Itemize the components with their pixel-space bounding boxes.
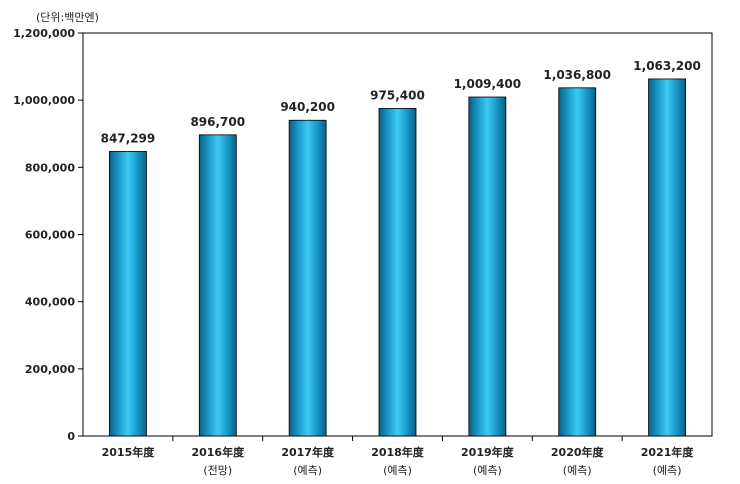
x-tick-label: 2016年度 — [191, 445, 245, 459]
x-tick-sublabel: (예측) — [653, 464, 682, 477]
bar — [109, 151, 147, 437]
bar — [558, 87, 597, 437]
y-tick-label: 0 — [67, 430, 75, 443]
data-label: 1,063,200 — [633, 59, 701, 73]
y-tick-label: 600,000 — [25, 229, 75, 242]
bar — [198, 134, 237, 437]
y-tick-label: 1,000,000 — [13, 94, 75, 107]
data-label: 1,009,400 — [454, 77, 522, 91]
x-tick-label: 2020年度 — [551, 445, 605, 459]
unit-label: (단위:백만엔) — [36, 11, 99, 24]
x-tick-sublabel: (예측) — [293, 464, 322, 477]
bar — [288, 119, 327, 437]
y-tick-label: 400,000 — [25, 296, 75, 309]
x-tick-label: 2019年度 — [461, 445, 515, 459]
y-tick-label: 200,000 — [25, 363, 75, 376]
y-tick-label: 800,000 — [25, 161, 75, 174]
x-tick-sublabel: (예측) — [383, 464, 412, 477]
x-tick-sublabel: (예측) — [473, 464, 502, 477]
bar — [468, 96, 507, 437]
x-tick-sublabel: (예측) — [563, 464, 592, 477]
bar — [378, 108, 417, 437]
data-label: 896,700 — [190, 115, 245, 129]
y-tick-label: 1,200,000 — [13, 27, 75, 40]
x-tick-label: 2018年度 — [371, 445, 425, 459]
data-label: 847,299 — [101, 131, 156, 145]
data-label: 1,036,800 — [543, 68, 611, 82]
bar — [648, 78, 686, 437]
data-label: 940,200 — [280, 100, 335, 114]
x-tick-label: 2021年度 — [641, 445, 695, 459]
x-tick-label: 2017年度 — [281, 445, 335, 459]
x-tick-sublabel: (전망) — [203, 464, 232, 477]
x-tick-label: 2015年度 — [102, 445, 156, 459]
data-label: 975,400 — [370, 88, 425, 102]
